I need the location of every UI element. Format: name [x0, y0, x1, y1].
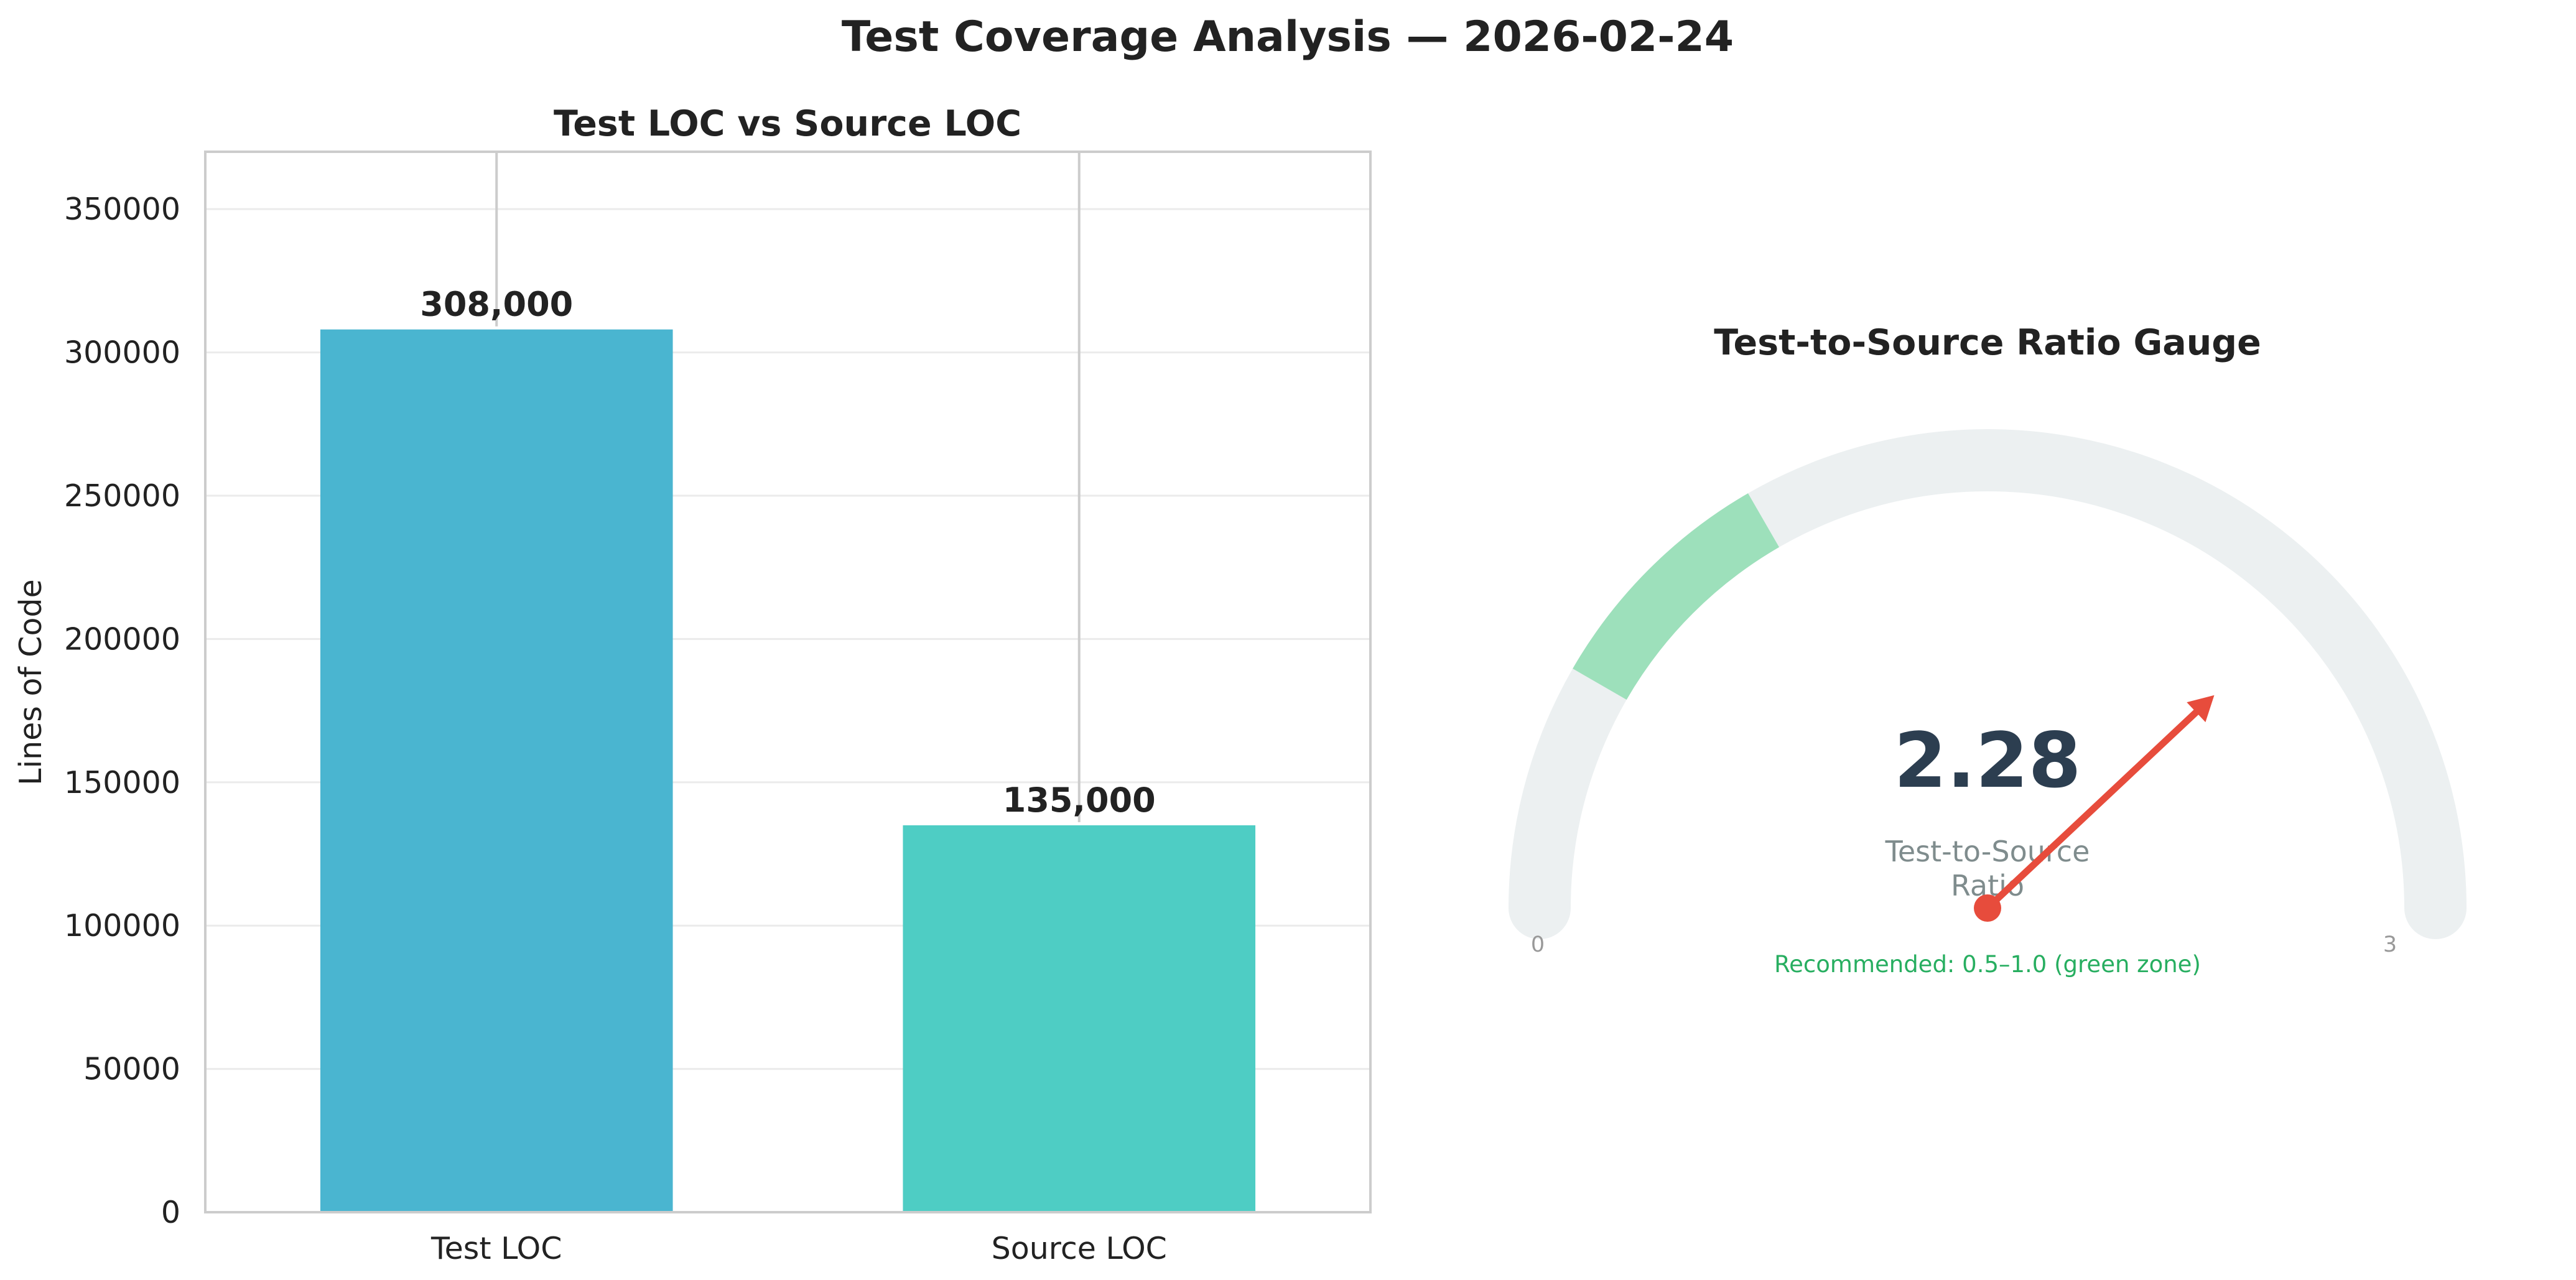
bar-test-loc	[320, 329, 673, 1213]
bar-chart-y-tick-label: 100000	[64, 908, 180, 944]
gauge-needle-arrowhead	[2187, 695, 2215, 723]
bar-chart-y-tick-label: 150000	[64, 765, 180, 800]
bar-chart-value-label: 135,000	[1003, 781, 1156, 820]
bar-chart-x-tick-label: Source LOC	[992, 1231, 1167, 1266]
bar-source-loc	[903, 825, 1256, 1212]
bar-chart-leader-lines	[495, 152, 1081, 822]
gauge-recommended-zone	[1573, 493, 1780, 700]
figure-title: Test Coverage Analysis — 2026-02-24	[842, 12, 1734, 62]
bar-chart: Test LOC vs Source LOC 308,000 135,000 0 5…	[13, 103, 1372, 1266]
gauge-min-label: 0	[1531, 932, 1545, 957]
bar-chart-frame	[204, 151, 1372, 1213]
gauge-title: Test-to-Source Ratio Gauge	[1714, 322, 2261, 363]
bar-chart-value-label: 308,000	[420, 285, 573, 324]
bar-chart-bars	[320, 329, 1256, 1213]
bar-chart-y-axis-label: Lines of Code	[13, 579, 49, 785]
bar-chart-x-tick-labels: Test LOC Source LOC	[430, 1231, 1167, 1266]
ratio-gauge: Test-to-Source Ratio Gauge 2.28 Test-to-…	[1509, 322, 2467, 978]
bar-chart-y-tick-labels: 0 50000 100000 150000 200000 250000 300000 3500…	[64, 192, 180, 1230]
bar-chart-y-tick-label: 300000	[64, 335, 180, 371]
bar-chart-y-tick-label: 250000	[64, 478, 180, 514]
gauge-needle	[1984, 708, 2200, 912]
bar-chart-value-labels: 308,000 135,000	[420, 285, 1155, 820]
gauge-track	[1509, 429, 2467, 939]
bar-chart-y-tick-label: 50000	[83, 1052, 180, 1087]
bar-chart-y-tick-label: 0	[161, 1195, 180, 1230]
gauge-needle-hub	[1974, 894, 2001, 922]
gauge-max-label: 3	[2383, 932, 2397, 957]
bar-chart-y-tick-label: 350000	[64, 192, 180, 227]
bar-chart-y-tick-label: 200000	[64, 621, 180, 657]
bar-chart-title: Test LOC vs Source LOC	[554, 103, 1021, 144]
gauge-value-readout: 2.28	[1894, 717, 2081, 805]
bar-chart-x-tick-label: Test LOC	[430, 1231, 562, 1266]
gauge-recommended-note: Recommended: 0.5–1.0 (green zone)	[1774, 951, 2201, 978]
